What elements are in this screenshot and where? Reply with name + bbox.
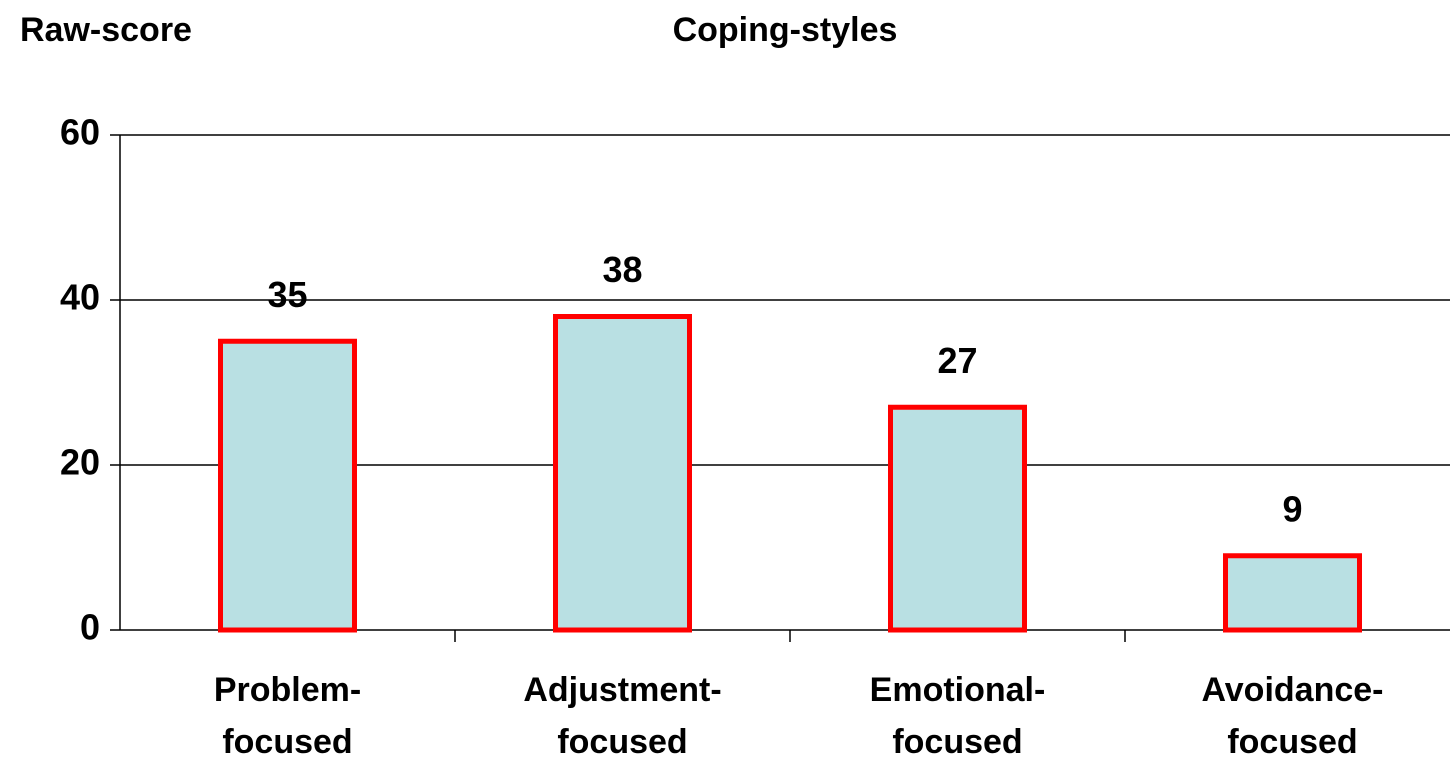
y-axis-label: Raw-score (20, 11, 192, 49)
bar (218, 338, 357, 633)
data-label: 35 (267, 274, 307, 315)
bar (888, 404, 1027, 633)
x-tick-label: Emotional-focused (870, 671, 1046, 761)
x-tick-label: Adjustment-focused (523, 671, 721, 761)
bar (1223, 553, 1362, 633)
x-tick-label: Problem-focused (214, 671, 361, 761)
y-tick-label: 20 (60, 442, 100, 483)
data-label: 38 (602, 249, 642, 290)
data-label: 9 (1282, 488, 1302, 529)
bar (553, 314, 692, 633)
y-tick-label: 0 (80, 607, 100, 648)
x-tick-label: Avoidance-focused (1201, 671, 1383, 761)
y-tick-label: 60 (60, 112, 100, 153)
data-label: 27 (937, 340, 977, 381)
y-tick-label: 40 (60, 277, 100, 318)
chart-title: Coping-styles (673, 11, 898, 49)
